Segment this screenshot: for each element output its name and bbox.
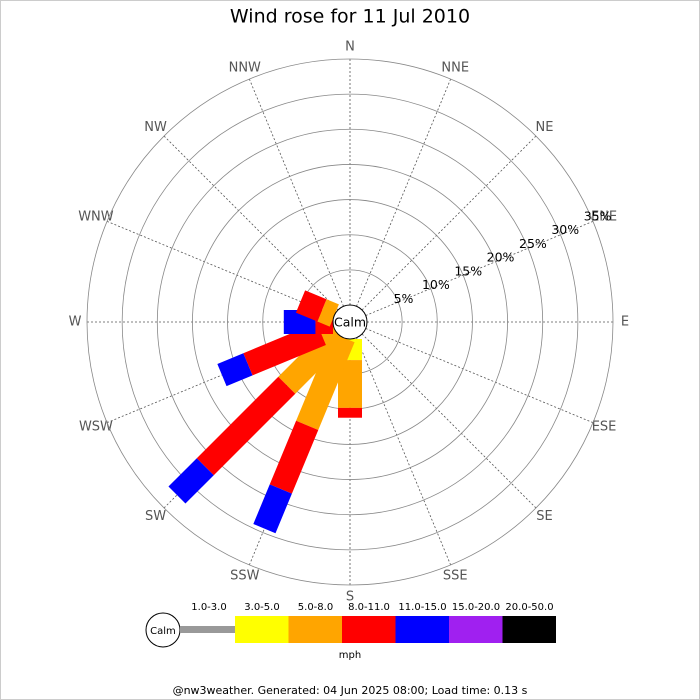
legend-swatch bbox=[449, 616, 503, 643]
spoke bbox=[361, 333, 537, 509]
ring-label: 30% bbox=[551, 222, 579, 237]
ring-label: 20% bbox=[487, 250, 515, 265]
spoke bbox=[106, 220, 335, 316]
footer: @nw3weather. Generated: 04 Jun 2025 08:0… bbox=[173, 684, 528, 697]
direction-label: ENE bbox=[591, 209, 617, 224]
direction-label: W bbox=[69, 315, 82, 330]
legend-label: 11.0-15.0 bbox=[398, 602, 446, 613]
ring bbox=[156, 128, 544, 516]
unit-label: mph bbox=[339, 650, 361, 661]
ring bbox=[227, 199, 473, 445]
spoke bbox=[365, 220, 594, 316]
direction-label: WSW bbox=[79, 420, 113, 435]
spoke bbox=[365, 328, 594, 424]
legend-label: 1.0-3.0 bbox=[191, 602, 226, 613]
calm-circle bbox=[332, 304, 368, 340]
bar-segment bbox=[317, 299, 339, 327]
bar-segment bbox=[168, 458, 214, 504]
legend-swatch bbox=[235, 616, 289, 643]
legend-label: 15.0-20.0 bbox=[452, 602, 500, 613]
spoke bbox=[356, 78, 452, 307]
calm-label: Calm bbox=[334, 315, 366, 330]
legend-swatch bbox=[342, 616, 396, 643]
spoke bbox=[248, 78, 344, 307]
direction-label: NNW bbox=[229, 60, 261, 75]
chart-title: Wind rose for 11 Jul 2010 bbox=[230, 6, 470, 28]
ring-label: 5% bbox=[394, 291, 414, 306]
direction-label: NNE bbox=[441, 60, 469, 75]
ring-label: 15% bbox=[454, 263, 482, 278]
ring bbox=[86, 58, 614, 586]
ring bbox=[121, 93, 579, 551]
direction-label: SSE bbox=[443, 569, 468, 584]
legend-swatch bbox=[288, 616, 342, 643]
spoke bbox=[356, 337, 452, 566]
ring-label: 25% bbox=[519, 236, 547, 251]
legend-calm-label: Calm bbox=[150, 626, 176, 637]
direction-label: S bbox=[346, 590, 354, 605]
legend-label: 3.0-5.0 bbox=[244, 602, 279, 613]
ring-label: 35% bbox=[584, 208, 612, 223]
legend-label: 20.0-50.0 bbox=[505, 602, 553, 613]
bar-segment bbox=[338, 407, 362, 418]
direction-label: SSW bbox=[230, 569, 260, 584]
bar-segment bbox=[217, 353, 253, 387]
bar-segment bbox=[196, 376, 296, 476]
direction-bar bbox=[253, 333, 355, 534]
direction-label: N bbox=[345, 40, 355, 55]
direction-label: NW bbox=[144, 120, 167, 135]
spoke bbox=[163, 135, 339, 311]
bar-segment bbox=[243, 322, 326, 376]
direction-label: SW bbox=[145, 509, 166, 524]
legend-swatch bbox=[395, 616, 449, 643]
direction-bar bbox=[295, 290, 339, 327]
ring-label: 10% bbox=[422, 277, 450, 292]
legend-label: 8.0-11.0 bbox=[348, 602, 390, 613]
legend-swatch bbox=[180, 626, 235, 633]
legend-label: 5.0-8.0 bbox=[298, 602, 333, 613]
legend-swatch bbox=[502, 616, 556, 643]
direction-label: NE bbox=[535, 120, 553, 135]
bar-segment bbox=[253, 484, 292, 534]
direction-label: WNW bbox=[78, 209, 114, 224]
direction-label: SE bbox=[536, 509, 552, 524]
bar-segment bbox=[269, 420, 319, 494]
bar-segment bbox=[295, 290, 327, 322]
ring bbox=[192, 164, 508, 480]
spoke bbox=[361, 135, 537, 311]
direction-label: ESE bbox=[592, 420, 617, 435]
bar-segment bbox=[296, 333, 355, 430]
direction-label: E bbox=[621, 315, 629, 330]
